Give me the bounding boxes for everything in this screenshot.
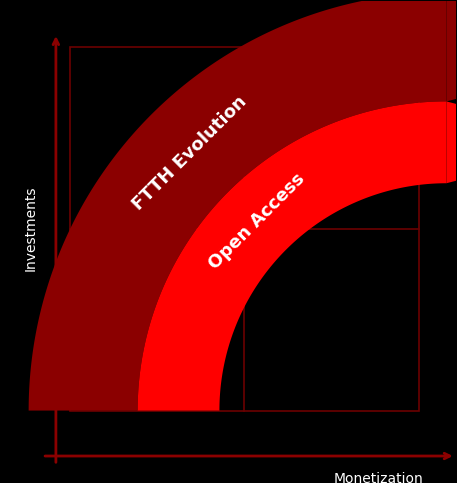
Polygon shape [29,0,446,411]
Text: FTTH Evolution: FTTH Evolution [129,93,250,214]
Text: Monetization: Monetization [334,472,424,483]
Polygon shape [138,101,446,411]
Polygon shape [446,101,457,183]
Bar [69,47,419,411]
Text: Open Access: Open Access [205,169,308,272]
Text: Investments: Investments [24,186,38,271]
Polygon shape [446,0,457,101]
